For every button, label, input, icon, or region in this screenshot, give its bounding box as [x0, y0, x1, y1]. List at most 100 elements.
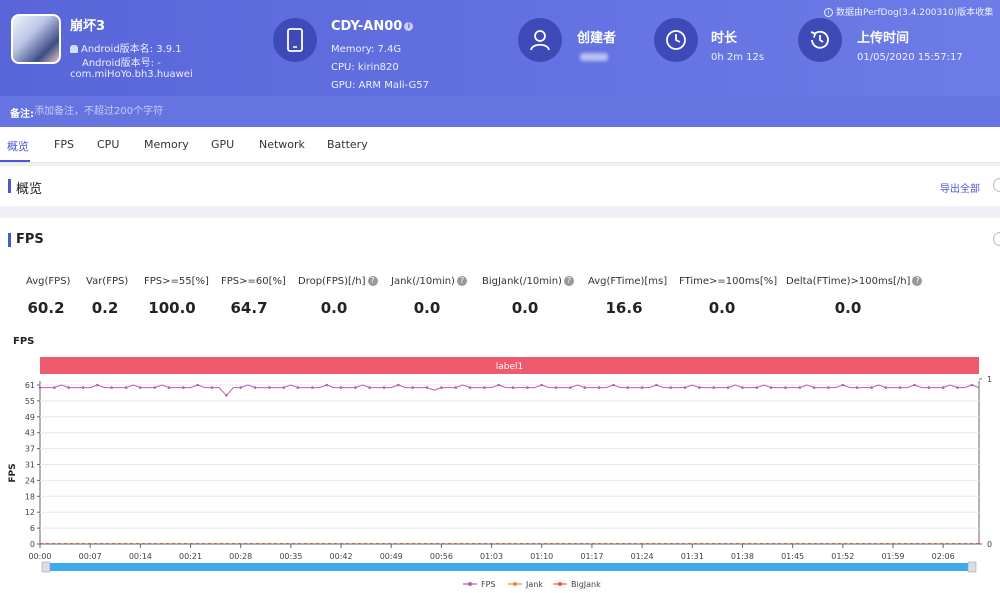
y-axis-label: FPS: [8, 463, 18, 482]
data-point: [124, 386, 128, 389]
data-point: [511, 386, 515, 389]
legend-item[interactable]: Jank: [508, 580, 543, 589]
x-tick-label: 01:31: [681, 552, 704, 561]
tab-memory[interactable]: Memory: [144, 138, 189, 151]
zoom-slider-right-handle[interactable]: [967, 561, 977, 573]
x-tick-label: 00:56: [430, 552, 453, 561]
data-point: [296, 386, 300, 389]
export-all-link[interactable]: 导出全部: [940, 184, 980, 195]
stat-value: 0.0: [708, 299, 736, 317]
x-tick-label: 00:42: [330, 552, 353, 561]
tab-cpu[interactable]: CPU: [97, 138, 120, 151]
data-point: [741, 386, 744, 389]
zoom-slider-track[interactable]: [42, 563, 976, 571]
collapse-toggle[interactable]: [993, 232, 1000, 246]
tab-battery[interactable]: Battery: [327, 138, 368, 151]
data-point: [153, 386, 156, 389]
data-point: [941, 386, 945, 389]
notes-input[interactable]: [34, 101, 334, 121]
y2-tick-label: 0: [987, 540, 992, 549]
label-band-text: label1: [496, 362, 524, 372]
data-point: [827, 386, 830, 389]
x-tick-label: 01:38: [731, 552, 754, 561]
stat-value: 0.0: [413, 299, 441, 317]
fps-panel: FPS Avg(FPS) 60.2 Var(FPS) 0.2 FPS>=55[%] 100…: [0, 218, 1000, 593]
help-icon[interactable]: ?: [456, 276, 467, 286]
data-point: [755, 386, 759, 389]
data-point: [425, 386, 429, 389]
data-point: [870, 386, 873, 389]
data-point: [540, 383, 544, 387]
info-circle-icon: i: [824, 8, 833, 17]
collapse-toggle[interactable]: [993, 178, 1000, 192]
x-tick-label: 00:00: [28, 552, 51, 561]
stat-label: Var(FPS): [86, 276, 128, 287]
tab-fps[interactable]: FPS: [54, 138, 74, 151]
stat-label: FTime>=100ms[%]: [679, 276, 777, 287]
x-tick-label: 00:35: [279, 552, 302, 561]
series-fps: [38, 383, 980, 397]
app-version: Android版本名: 3.9.1: [81, 44, 182, 55]
stat-label-text: FPS>=55[%]: [144, 276, 209, 287]
help-icon[interactable]: ?: [563, 276, 574, 286]
upload-time-value: 01/05/2020 15:57:17: [857, 52, 963, 63]
legend-swatch-dot: [558, 582, 562, 586]
zoom-slider-left-handle[interactable]: [41, 561, 51, 573]
data-point: [597, 386, 601, 389]
legend-label: BigJank: [571, 580, 601, 589]
data-point: [454, 386, 458, 389]
data-point: [110, 386, 113, 389]
tab-overview[interactable]: 概览: [7, 140, 29, 153]
data-point: [325, 383, 329, 387]
y2-tick-label: 1: [987, 375, 992, 384]
data-point: [483, 386, 486, 389]
data-point: [683, 386, 687, 389]
section-accent-bar: [8, 233, 11, 247]
stat-label-text: BigJank(/10min): [482, 276, 562, 287]
data-point: [167, 386, 171, 389]
info-icon[interactable]: i: [404, 22, 414, 31]
device-name: CDY-AN00: [331, 19, 403, 34]
upload-time-label: 上传时间: [857, 31, 910, 46]
legend-item[interactable]: FPS: [463, 580, 496, 589]
data-point: [468, 386, 472, 389]
device-cpu: CPU: kirin820: [331, 62, 399, 73]
data-point: [669, 386, 673, 389]
y-tick-label: 6: [30, 524, 35, 533]
tab-network[interactable]: Network: [259, 138, 305, 151]
data-point: [913, 383, 916, 387]
data-point: [210, 386, 214, 389]
label-band[interactable]: [40, 357, 979, 374]
legend-label: FPS: [481, 580, 496, 589]
stat-label: Avg(FTime)[ms]: [588, 276, 667, 287]
data-point: [53, 386, 56, 389]
data-point: [569, 386, 572, 389]
data-point: [440, 386, 443, 389]
data-point: [268, 386, 271, 389]
x-tick-label: 01:10: [530, 552, 553, 561]
data-point: [898, 386, 902, 389]
tab-gpu[interactable]: GPU: [211, 138, 235, 151]
stat-value: 16.6: [605, 299, 643, 317]
x-tick-label: 01:52: [831, 552, 854, 561]
chart-title: FPS: [13, 336, 35, 347]
help-icon[interactable]: ?: [912, 276, 923, 286]
data-point: [769, 386, 773, 389]
data-point: [368, 386, 372, 389]
data-point: [726, 386, 730, 389]
app-version-code: Android版本号: -: [82, 58, 161, 69]
legend-item[interactable]: BigJank: [553, 580, 601, 589]
data-point: [311, 386, 314, 389]
y-tick-label: 61: [25, 381, 35, 390]
data-point: [354, 386, 357, 389]
x-tick-label: 00:49: [380, 552, 403, 561]
help-icon[interactable]: ?: [367, 276, 378, 286]
stat-label-text: Delta(FTime)>100ms[/h]: [786, 276, 911, 287]
stat-label-text: Avg(FTime)[ms]: [588, 276, 668, 287]
data-point: [554, 386, 558, 389]
y-tick-label: 43: [25, 429, 35, 438]
fps-section-title: FPS: [16, 232, 44, 247]
data-point: [397, 383, 400, 387]
data-point: [196, 383, 199, 387]
x-tick-label: 01:17: [580, 552, 603, 561]
